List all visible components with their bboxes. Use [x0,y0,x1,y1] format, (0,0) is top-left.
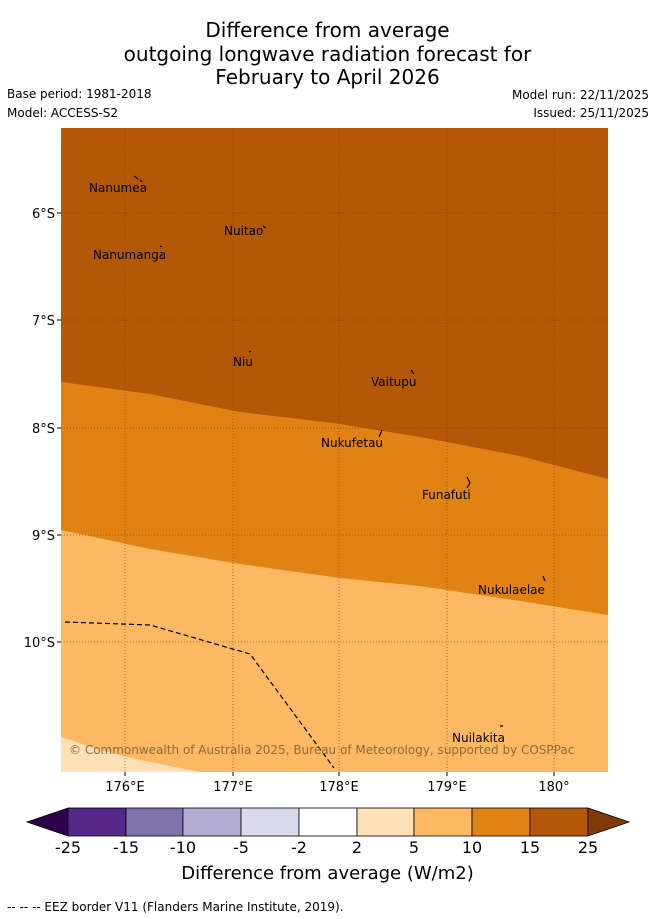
colorbar-label-neg10: -10 [169,838,197,857]
axis-ticks [57,212,555,776]
colorbar-seg-4 [240,807,300,837]
colorbar-label-neg5: -5 [233,838,249,857]
lon-label-178e: 178°E [319,780,359,795]
place-nukulaelae: Nukulaelae [478,583,545,597]
colorbar-seg-8 [471,807,531,837]
colorbar-label-5: 5 [408,838,420,857]
colorbar-seg-6 [356,807,415,837]
place-vaitupu: Vaitupu [371,375,417,389]
map-gridlines [61,128,608,772]
place-nuilakita: Nuilakita [452,731,505,745]
colorbar-seg-3 [182,807,242,837]
colorbar-label-15: 15 [519,838,541,857]
place-nuitao: Nuitao [224,224,263,238]
lon-label-179e: 179°E [427,780,467,795]
band-5-10 [61,530,608,772]
island-nuitao [262,225,267,229]
title-line-2: outgoing longwave radiation forecast for [123,42,532,66]
colorbar-label-neg25: -25 [54,838,82,857]
map-plot-area [61,128,608,772]
colorbar-seg-5 [298,807,358,837]
colorbar-label-2: 2 [351,838,363,857]
lon-label-176e: 176°E [105,780,145,795]
place-nanumea: Nanumea [89,181,147,195]
model-name: Model: ACCESS-S2 [7,106,119,120]
lon-label-177e: 177°E [213,780,253,795]
base-period: Base period: 1981-2018 [7,87,152,101]
colorbar-seg-9 [529,807,589,837]
colorbar-label-neg2: -2 [291,838,307,857]
title-line-1: Difference from average [205,18,450,42]
colorbar-label-neg15: -15 [112,838,140,857]
lat-label-9s: 9°S [32,529,55,544]
island-vaitupu [410,369,415,375]
colorbar-extend-high [587,807,631,837]
eez-border [64,621,335,769]
island-niu [248,350,252,353]
colorbar-title: Difference from average (W/m2) [181,863,474,884]
place-funafuti: Funafuti [422,488,471,502]
place-nanumanga: Nanumanga [93,248,166,262]
eez-legend-note: -- -- -- EEZ border V11 (Flanders Marine… [7,900,344,914]
island-funafuti [466,476,471,489]
model-run: Model run: 22/11/2025 [511,88,649,102]
copyright-notice: © Commonwealth of Australia 2025, Bureau… [69,743,574,757]
colorbar-seg-2 [125,807,184,837]
place-nukufetau: Nukufetau [321,436,383,450]
colorbar-label-25: 25 [577,838,599,857]
island-nukufetau [378,429,383,438]
lat-label-10s: 10°S [24,636,55,651]
island-nukulaelae [542,575,546,582]
band-2-5 [61,737,200,772]
issued-date: Issued: 25/11/2025 [533,106,649,120]
lon-label-180: 180° [538,780,569,795]
place-niu: Niu [233,355,253,369]
lat-label-7s: 7°S [32,314,55,329]
lat-label-8s: 8°S [32,422,55,437]
island-nanumea [133,175,143,183]
colorbar-seg-7 [413,807,473,837]
lat-label-6s: 6°S [32,207,55,222]
title-line-3: February to April 2026 [215,65,440,89]
island-nanumanga [159,245,163,248]
islands [133,175,546,727]
colorbar-extend-low [25,807,69,837]
colorbar [25,807,631,837]
colorbar-seg-1 [67,807,127,837]
colorbar-label-10: 10 [461,838,483,857]
